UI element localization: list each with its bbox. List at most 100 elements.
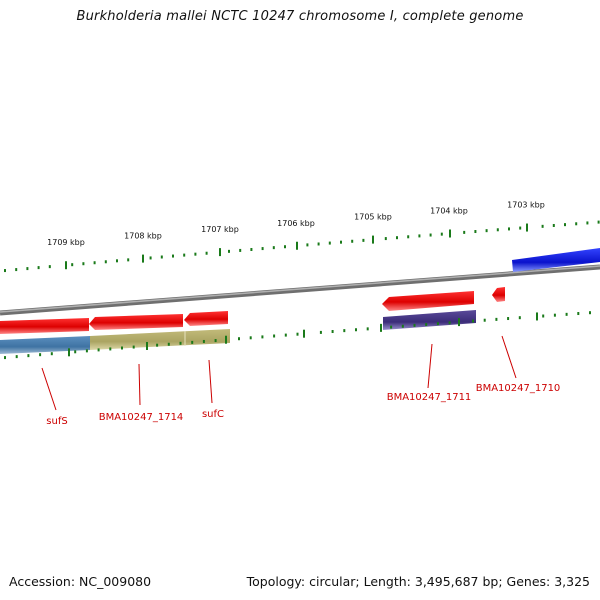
tick-labels: 1709 kbp 1708 kbp 1707 kbp 1706 kbp 1705 kbp… [47, 201, 545, 248]
inner-minor-tick [50, 352, 53, 356]
outer-minor-tick [239, 248, 242, 252]
outer-minor-tick [440, 232, 443, 236]
outer-minor-tick [116, 259, 118, 263]
inner-minor-tick [425, 323, 428, 327]
outer-minor-tick [160, 255, 163, 259]
outer-minor-tick [261, 247, 264, 251]
inner-minor-tick [167, 342, 170, 346]
outer-minor-tick [597, 220, 600, 224]
inner-major-tick [68, 348, 70, 357]
outer-minor-tick [541, 224, 544, 228]
outer-minor-tick [205, 251, 208, 255]
inner-minor-tick [343, 329, 346, 333]
inner-minor-tick [156, 343, 159, 347]
cds-blue-arrow [512, 248, 600, 272]
tick-label: 1707 kbp [201, 225, 239, 234]
inner-major-tick [225, 335, 227, 344]
outer-major-tick [65, 261, 67, 270]
inner-minor-tick [132, 345, 135, 349]
outer-minor-tick [340, 240, 342, 244]
inner-minor-tick [179, 341, 182, 345]
inner-minor-tick [495, 317, 498, 321]
gene-label-BMA10247_1710[interactable]: BMA10247_1710 [476, 383, 561, 394]
cds-sufC-arrow [184, 311, 228, 326]
inner-minor-tick [109, 347, 112, 351]
cds-BMA10247_1711-arrow [382, 291, 474, 311]
accession-text: Accession: NC_009080 [9, 574, 152, 589]
outer-minor-tick [272, 246, 275, 250]
outer-minor-tick [149, 256, 152, 260]
leader-BMA10247_1714 [138, 363, 141, 406]
feature-purple [383, 310, 476, 330]
inner-major-tick [458, 318, 460, 327]
feature-steelblue [0, 336, 90, 354]
outer-minor-tick [575, 222, 578, 226]
inner-minor-tick [483, 318, 486, 322]
outer-minor-tick [104, 260, 107, 264]
inner-major-tick [380, 323, 382, 332]
leader-sufS [41, 367, 57, 411]
inner-minor-tick [74, 350, 77, 354]
outer-minor-tick [194, 252, 197, 256]
inner-minor-tick [27, 354, 30, 358]
outer-minor-tick [228, 249, 230, 253]
outer-minor-tick [15, 268, 18, 272]
outer-major-tick [296, 241, 298, 250]
leader-BMA10247_1711 [427, 343, 433, 389]
outer-minor-tick [284, 245, 286, 249]
outer-minor-tick [396, 236, 398, 240]
gene-label-BMA10247_1714[interactable]: BMA10247_1714 [99, 412, 184, 423]
inner-minor-tick [331, 330, 334, 334]
inner-minor-tick [518, 316, 521, 320]
inner-minor-tick [238, 337, 240, 341]
leader-BMA10247_1710 [501, 335, 517, 379]
outer-minor-tick [485, 229, 488, 233]
outer-minor-tick [418, 234, 421, 238]
inner-minor-tick [448, 321, 451, 325]
inner-minor-tick [85, 349, 88, 353]
gene-leader-lines [41, 335, 517, 411]
outer-minor-tick [429, 233, 432, 237]
inner-minor-tick [191, 340, 194, 344]
tick-label: 1709 kbp [47, 238, 85, 247]
inner-minor-tick [97, 348, 100, 352]
outer-minor-tick [172, 254, 174, 258]
inner-minor-tick [542, 314, 545, 318]
gene-label-sufC[interactable]: sufC [202, 409, 224, 420]
inner-minor-tick [577, 312, 580, 316]
tick-label: 1705 kbp [354, 213, 392, 222]
gene-label-sufS[interactable]: sufS [46, 416, 67, 427]
outer-minor-tick [48, 265, 51, 269]
cds-BMA10247_1714-arrow [89, 314, 183, 330]
inner-minor-tick [273, 334, 276, 338]
outer-minor-tick [37, 266, 40, 270]
inner-minor-tick [249, 336, 252, 340]
outer-minor-tick [384, 237, 387, 241]
inner-minor-tick [366, 327, 369, 331]
inner-minor-tick [390, 325, 393, 329]
outer-major-tick [526, 223, 528, 232]
outer-minor-tick [250, 247, 253, 251]
inner-minor-tick [507, 317, 510, 321]
outer-minor-tick [351, 239, 354, 243]
inner-minor-tick [436, 322, 439, 326]
outer-minor-tick [564, 223, 566, 227]
inner-major-tick [536, 312, 538, 321]
tick-label: 1703 kbp [507, 201, 545, 210]
outer-tick-ring [4, 220, 600, 273]
tick-label: 1708 kbp [124, 232, 162, 241]
outer-minor-tick [82, 262, 85, 266]
gene-label-BMA10247_1711[interactable]: BMA10247_1711 [387, 392, 472, 403]
inner-minor-tick [355, 328, 357, 332]
inner-minor-tick [401, 324, 404, 328]
inner-minor-tick [39, 353, 42, 357]
cds-sufS-arrow [0, 318, 89, 334]
outer-major-tick [372, 235, 374, 244]
inner-minor-tick [565, 312, 568, 316]
outer-major-tick [142, 254, 144, 263]
inner-minor-tick [413, 323, 416, 327]
inner-minor-tick [202, 339, 205, 343]
outer-minor-tick [306, 243, 309, 247]
outer-minor-tick [463, 230, 466, 234]
feature-khaki [90, 329, 230, 350]
